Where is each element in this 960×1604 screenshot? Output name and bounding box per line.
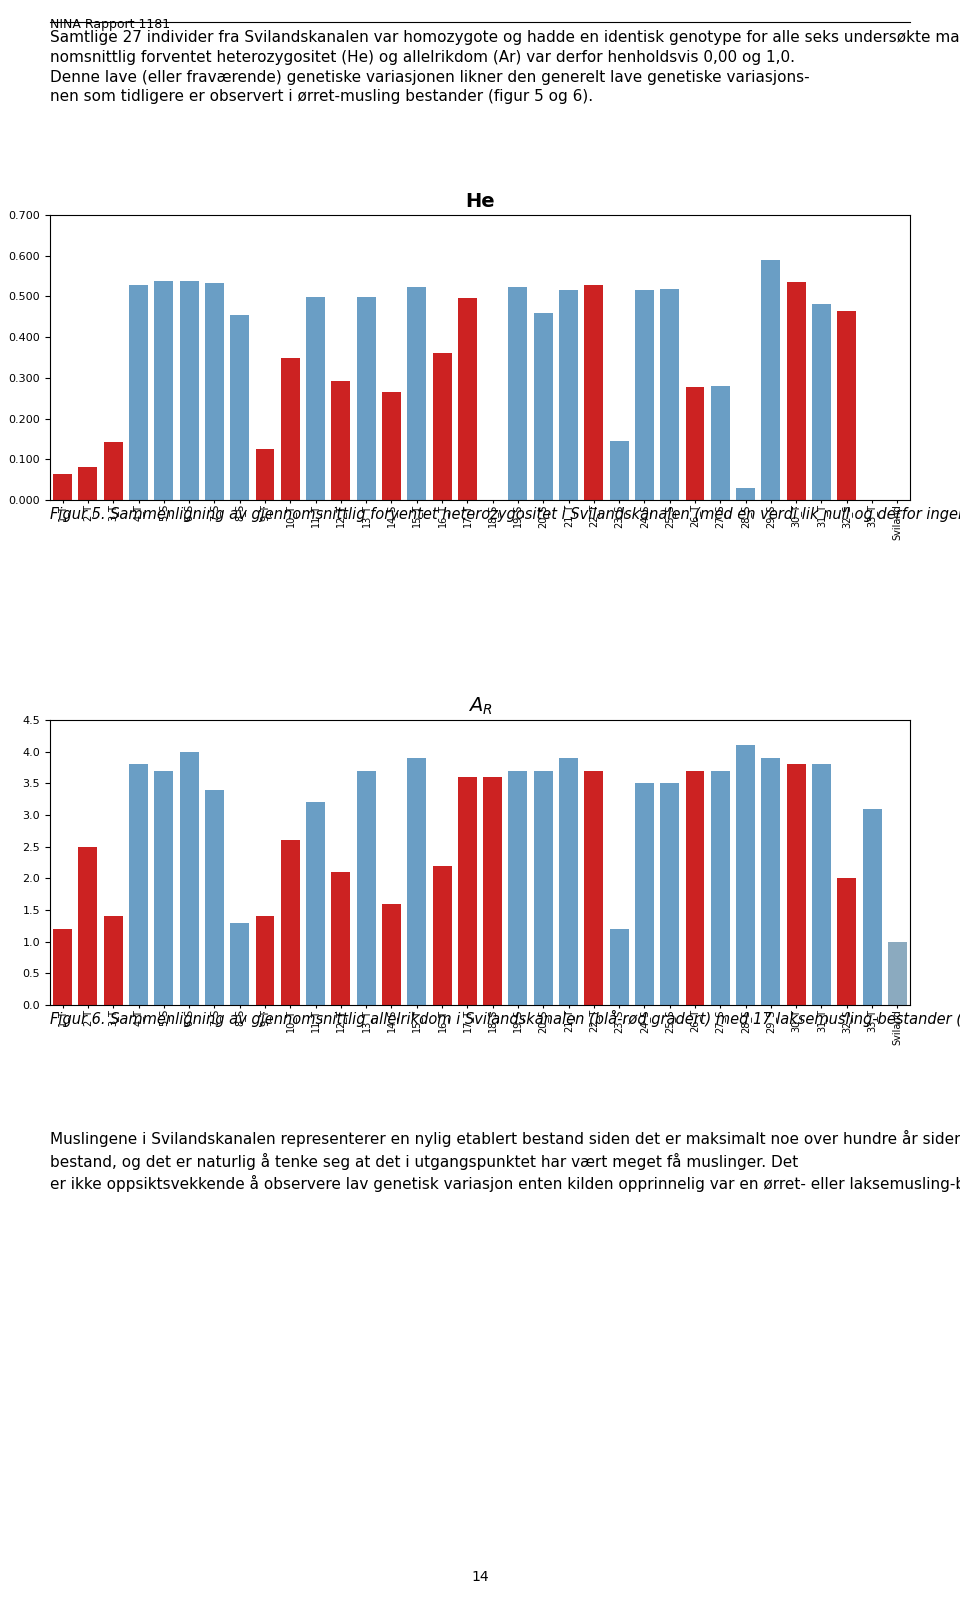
Bar: [331, 873, 350, 1006]
Bar: [104, 916, 123, 1006]
Bar: [660, 289, 679, 500]
Bar: [635, 783, 654, 1006]
Text: Samtlige 27 individer fra Svilandskanalen var homozygote og hadde en identisk ge: Samtlige 27 individer fra Svilandskanale…: [50, 30, 960, 104]
Bar: [635, 290, 654, 500]
Bar: [888, 942, 907, 1006]
Bar: [129, 765, 148, 1006]
Bar: [585, 286, 603, 500]
Bar: [306, 297, 325, 500]
Bar: [407, 287, 426, 500]
Title: He: He: [466, 191, 494, 210]
Bar: [559, 759, 578, 1006]
Bar: [837, 879, 856, 1006]
Bar: [585, 770, 603, 1006]
Bar: [129, 286, 148, 500]
Bar: [610, 441, 629, 500]
Bar: [458, 776, 477, 1006]
Bar: [483, 776, 502, 1006]
Text: Figur 6. Sammenligning av gjennomsnittlig allelrikdom i Svilandskanalen (blå-rød: Figur 6. Sammenligning av gjennomsnittli…: [50, 1011, 960, 1027]
Bar: [331, 380, 350, 500]
Bar: [710, 387, 730, 500]
Bar: [255, 449, 275, 500]
Bar: [230, 314, 250, 500]
Text: Figur 5. Sammenligning av gjennomsnittlig forventet heterozygositet i Svilandska: Figur 5. Sammenligning av gjennomsnittli…: [50, 505, 960, 521]
Bar: [786, 282, 805, 500]
Bar: [382, 903, 401, 1006]
Bar: [407, 759, 426, 1006]
Title: $A_R$: $A_R$: [468, 696, 492, 717]
Bar: [306, 802, 325, 1006]
Bar: [685, 387, 705, 500]
Bar: [710, 770, 730, 1006]
Bar: [180, 281, 199, 500]
Bar: [433, 353, 451, 500]
Bar: [837, 311, 856, 500]
Text: Muslingene i Svilandskanalen representerer en nylig etablert bestand siden det e: Muslingene i Svilandskanalen representer…: [50, 1129, 960, 1192]
Bar: [230, 922, 250, 1006]
Text: NINA Rapport 1181: NINA Rapport 1181: [50, 18, 170, 30]
Bar: [180, 752, 199, 1006]
Bar: [509, 287, 527, 500]
Bar: [204, 789, 224, 1006]
Bar: [812, 765, 831, 1006]
Bar: [534, 313, 553, 500]
Bar: [255, 916, 275, 1006]
Bar: [79, 467, 97, 500]
Bar: [155, 770, 174, 1006]
Bar: [534, 770, 553, 1006]
Bar: [736, 488, 756, 500]
Bar: [382, 391, 401, 500]
Bar: [761, 260, 780, 500]
Bar: [281, 358, 300, 500]
Bar: [761, 759, 780, 1006]
Bar: [660, 783, 679, 1006]
Text: 14: 14: [471, 1570, 489, 1585]
Bar: [357, 297, 375, 500]
Bar: [610, 929, 629, 1006]
Bar: [509, 770, 527, 1006]
Bar: [104, 441, 123, 500]
Bar: [433, 866, 451, 1006]
Bar: [786, 765, 805, 1006]
Bar: [281, 840, 300, 1006]
Bar: [155, 281, 174, 500]
Bar: [204, 282, 224, 500]
Bar: [685, 770, 705, 1006]
Bar: [53, 473, 72, 500]
Bar: [458, 298, 477, 500]
Bar: [736, 746, 756, 1006]
Bar: [559, 290, 578, 500]
Bar: [53, 929, 72, 1006]
Bar: [863, 808, 881, 1006]
Bar: [357, 770, 375, 1006]
Bar: [79, 847, 97, 1006]
Bar: [812, 305, 831, 500]
